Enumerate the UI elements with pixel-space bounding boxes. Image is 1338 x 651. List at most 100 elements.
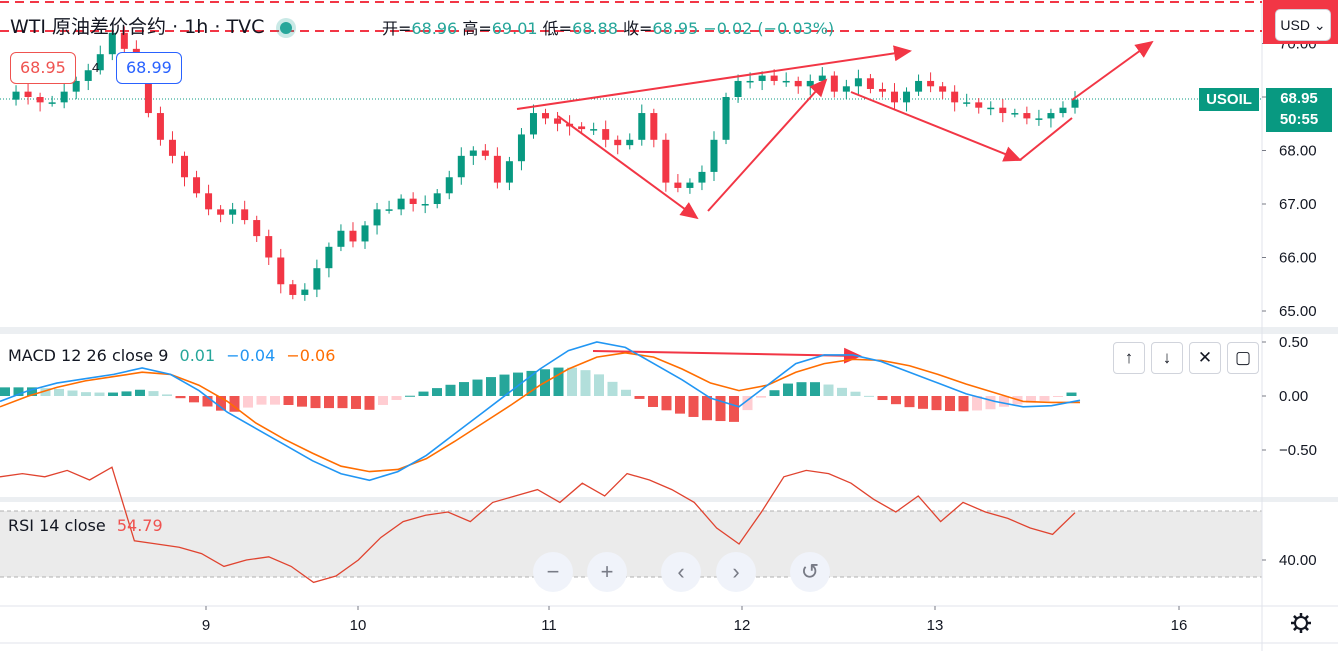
candle xyxy=(12,91,20,100)
reset-icon: ↺ xyxy=(800,559,820,584)
candle xyxy=(590,129,598,131)
macd-histogram-bar xyxy=(958,396,969,412)
high-key: 高= xyxy=(462,19,492,38)
move-pane-up-button[interactable]: ↑ xyxy=(1113,342,1145,374)
macd-histogram-bar xyxy=(13,387,24,396)
candle xyxy=(349,230,357,242)
macd-hist-value: 0.01 xyxy=(179,346,216,365)
open-key: 开= xyxy=(382,19,412,38)
macd-histogram-bar xyxy=(40,388,51,396)
close-value: 68.95 xyxy=(652,19,699,38)
candle xyxy=(818,75,826,81)
macd-histogram-bar xyxy=(688,396,699,417)
reset-chart-button[interactable]: ↺ xyxy=(790,552,830,592)
candle xyxy=(662,139,670,183)
candle xyxy=(830,75,838,92)
candle xyxy=(241,209,249,221)
rsi-band xyxy=(0,511,1262,577)
zoom-in-button[interactable]: + xyxy=(587,552,627,592)
scroll-left-button[interactable]: ‹ xyxy=(661,552,701,592)
macd-histogram-bar xyxy=(148,391,159,396)
macd-histogram-bar xyxy=(837,387,847,396)
candle xyxy=(469,150,477,156)
macd-histogram-bar xyxy=(216,396,226,411)
candle xyxy=(951,91,959,103)
buy-button[interactable]: 68.99 xyxy=(116,52,182,84)
alert-label xyxy=(1263,0,1338,4)
gear-icon xyxy=(1293,615,1298,620)
macd-histogram-bar xyxy=(486,377,496,396)
macd-histogram-bar xyxy=(742,396,753,411)
candle xyxy=(782,80,790,83)
candle xyxy=(999,107,1007,114)
macd-histogram-bar xyxy=(418,391,429,396)
candle xyxy=(963,102,971,104)
price-tick-label: 66.00 xyxy=(1279,250,1317,267)
gear-icon xyxy=(1304,615,1309,620)
interval-label: 1h xyxy=(184,16,209,38)
candle xyxy=(686,182,694,188)
annotation-macd-divergence xyxy=(592,347,862,364)
macd-histogram-bar xyxy=(270,396,280,405)
candle xyxy=(866,78,874,89)
rsi-legend[interactable]: RSI 14 close 54.79 xyxy=(8,516,163,535)
pane-separator xyxy=(0,327,1338,334)
candle xyxy=(373,209,381,226)
move-pane-down-button[interactable]: ↓ xyxy=(1151,342,1183,374)
macd-histogram-bar xyxy=(202,396,213,407)
sell-button[interactable]: 68.95 xyxy=(10,52,76,84)
macd-histogram-bar xyxy=(1039,396,1050,401)
candle xyxy=(481,150,489,156)
macd-histogram-bar xyxy=(810,382,820,396)
macd-histogram-bar xyxy=(648,396,658,407)
macd-histogram-bar xyxy=(67,390,78,396)
candle xyxy=(313,268,321,290)
candle xyxy=(1059,107,1067,114)
rsi-value: 54.79 xyxy=(116,516,163,535)
macd-histogram-bar xyxy=(607,381,618,396)
low-value: 68.88 xyxy=(572,19,618,38)
macd-histogram-bar xyxy=(432,388,442,396)
time-tick-label: 10 xyxy=(350,617,367,634)
macd-histogram-bar xyxy=(189,396,199,403)
currency-select[interactable]: USD ⌄ xyxy=(1275,9,1331,41)
symbol-header[interactable]: WTI 原油差价合约 · 1h · TVC xyxy=(10,12,300,39)
scroll-right-button[interactable]: › xyxy=(716,552,756,592)
candle xyxy=(602,129,610,140)
header-separator-2: · xyxy=(214,16,221,38)
macd-histogram-bar xyxy=(108,392,118,396)
macd-histogram-bar xyxy=(553,367,564,396)
candle xyxy=(794,80,802,87)
macd-tick-label: −0.50 xyxy=(1279,442,1317,459)
candle xyxy=(626,139,634,146)
close-pane-button[interactable]: ✕ xyxy=(1189,342,1221,374)
candle xyxy=(638,113,646,140)
macd-histogram-bar xyxy=(513,372,523,396)
candle xyxy=(1071,99,1079,108)
macd-histogram-bar xyxy=(931,396,942,411)
price-tick-label: 68.00 xyxy=(1279,143,1317,160)
candle xyxy=(60,91,68,103)
plus-icon: + xyxy=(600,559,614,584)
macd-legend[interactable]: MACD 12 26 close 9 0.01 −0.04 −0.06 xyxy=(8,346,335,365)
time-tick-label: 13 xyxy=(927,617,944,634)
price-tick-label: 67.00 xyxy=(1279,196,1317,213)
candle xyxy=(409,198,417,204)
high-value: 69.01 xyxy=(491,19,538,38)
symbol-name: WTI 原油差价合约 xyxy=(10,16,167,38)
candle xyxy=(854,78,862,87)
candle xyxy=(722,97,730,140)
annotation-arrow xyxy=(1019,117,1073,161)
zoom-out-button[interactable]: − xyxy=(533,552,573,592)
macd-histogram-bar xyxy=(715,396,726,422)
macd-histogram-bar xyxy=(175,396,186,399)
macd-histogram-bar xyxy=(702,396,712,421)
gear-icon[interactable] xyxy=(1291,613,1311,633)
candle xyxy=(457,155,465,178)
rsi-line xyxy=(0,466,1076,584)
maximize-pane-button[interactable]: ▢ xyxy=(1227,342,1259,374)
macd-histogram-bar xyxy=(729,396,739,422)
macd-histogram-bar xyxy=(891,396,901,405)
macd-histogram-bar xyxy=(459,382,469,396)
